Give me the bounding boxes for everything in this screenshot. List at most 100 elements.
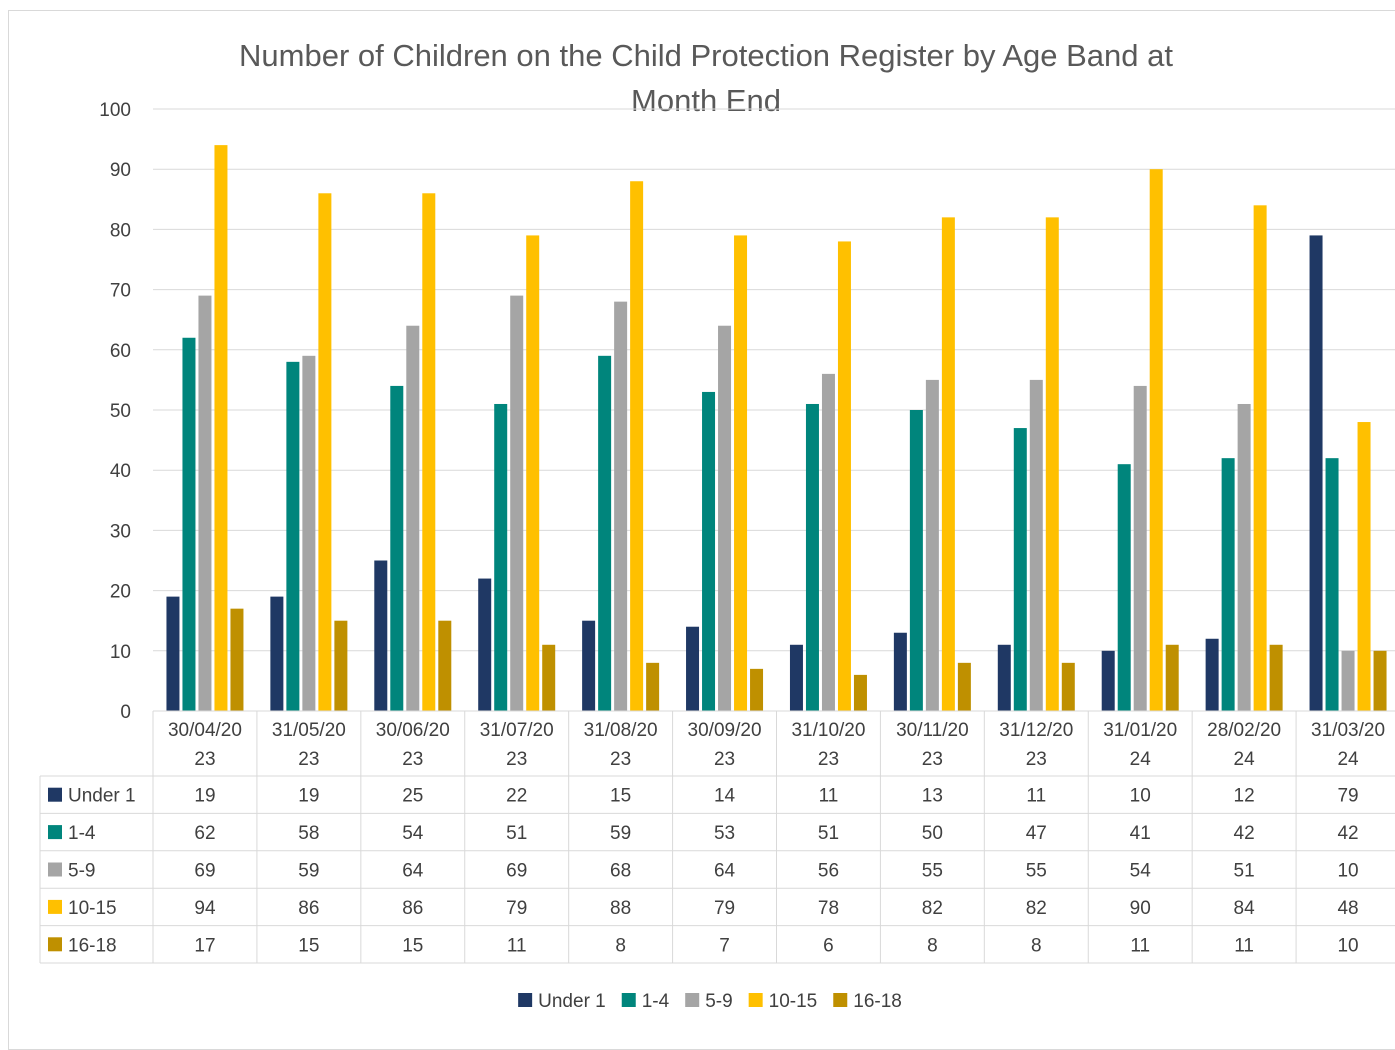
bar-10-15 xyxy=(1357,422,1371,711)
bar-16-18 xyxy=(230,608,244,711)
legend-label: 5-9 xyxy=(705,991,732,1012)
y-tick-label: 40 xyxy=(110,461,131,482)
table-cell-value: 50 xyxy=(922,823,943,844)
legend-swatch xyxy=(748,993,763,1007)
table-cell-value: 10 xyxy=(1337,935,1358,956)
bar-1-4 xyxy=(182,337,196,711)
table-cell-value: 90 xyxy=(1130,898,1151,919)
table-cell-value: 48 xyxy=(1337,898,1358,919)
x-category-label: 31/01/20 xyxy=(1103,720,1177,741)
table-cell-value: 42 xyxy=(1234,823,1255,844)
bar-5-9 xyxy=(302,355,316,711)
legend-swatch xyxy=(833,993,848,1007)
bar-under-1 xyxy=(686,626,700,711)
bar-under-1 xyxy=(1101,650,1115,711)
x-category-label: 23 xyxy=(298,749,319,770)
bar-5-9 xyxy=(406,325,420,711)
table-cell-value: 82 xyxy=(922,898,943,919)
bar-16-18 xyxy=(1165,644,1179,711)
table-cell-value: 69 xyxy=(506,861,527,882)
legend-label: 10-15 xyxy=(769,991,818,1012)
x-category-label: 31/03/20 xyxy=(1311,720,1385,741)
data-table: 30/04/20 23 31/05/20 23 30/06/20 23 31/07/20 23… xyxy=(39,710,1395,964)
chart-title-line-2: Month End xyxy=(631,83,781,118)
legend-swatch xyxy=(621,993,636,1007)
table-cell-value: 41 xyxy=(1130,823,1151,844)
bar-16-18 xyxy=(1269,644,1283,711)
table-cell-value: 8 xyxy=(927,935,938,956)
bar-under-1 xyxy=(478,578,492,711)
y-tick-label: 10 xyxy=(110,642,131,663)
table-cell-value: 79 xyxy=(506,898,527,919)
table-cell-value: 14 xyxy=(714,786,736,807)
bar-10-15 xyxy=(1253,205,1267,711)
table-cell-value: 51 xyxy=(506,823,527,844)
bar-5-9 xyxy=(1029,379,1043,711)
table-cell-value: 19 xyxy=(298,786,319,807)
bar-10-15 xyxy=(1149,169,1163,711)
bar-1-4 xyxy=(1013,428,1027,711)
bar-5-9 xyxy=(510,295,524,711)
table-series-key xyxy=(48,899,62,914)
y-tick-label: 0 xyxy=(120,702,131,723)
table-cell-value: 53 xyxy=(714,823,735,844)
table-cell-value: 19 xyxy=(194,786,215,807)
table-cell-value: 15 xyxy=(402,935,423,956)
x-category-label: 24 xyxy=(1337,749,1359,770)
bar-5-9 xyxy=(821,373,835,711)
bar-1-4 xyxy=(805,403,819,711)
y-tick-label: 60 xyxy=(110,341,131,362)
x-category-label: 23 xyxy=(402,749,423,770)
x-category-label: 31/12/20 xyxy=(999,720,1073,741)
bar-10-15 xyxy=(941,217,955,712)
table-cell-value: 94 xyxy=(194,898,216,919)
legend-swatch xyxy=(518,993,533,1007)
x-category-label: 23 xyxy=(194,749,215,770)
chart-title-line-1: Number of Children on the Child Protecti… xyxy=(239,38,1173,73)
y-tick-label: 30 xyxy=(110,521,131,542)
table-cell-value: 82 xyxy=(1026,898,1047,919)
bar-10-15 xyxy=(318,193,332,711)
bar-10-15 xyxy=(214,145,228,711)
bar-5-9 xyxy=(925,379,939,711)
table-cell-value: 64 xyxy=(402,861,424,882)
table-cell-value: 55 xyxy=(1026,861,1047,882)
bar-10-15 xyxy=(734,235,748,712)
table-cell-value: 11 xyxy=(507,935,527,956)
bar-under-1 xyxy=(789,644,803,711)
table-cell-value: 51 xyxy=(1234,861,1255,882)
legend-swatch xyxy=(685,993,700,1007)
x-category-label: 28/02/20 xyxy=(1207,720,1281,741)
table-cell-value: 11 xyxy=(1130,935,1150,956)
bar-16-18 xyxy=(542,644,556,711)
legend-label: 16-18 xyxy=(853,991,902,1012)
x-category-label: 23 xyxy=(714,749,735,770)
table-cell-value: 64 xyxy=(714,861,736,882)
bar-10-15 xyxy=(630,181,644,712)
table-cell-value: 78 xyxy=(818,898,839,919)
x-category-label: 30/09/20 xyxy=(688,720,762,741)
bar-under-1 xyxy=(582,620,596,711)
table-cell-value: 10 xyxy=(1337,861,1358,882)
bars xyxy=(166,145,1387,712)
bar-under-1 xyxy=(270,596,284,711)
bar-5-9 xyxy=(1237,403,1251,711)
table-series-label: 1-4 xyxy=(68,823,96,844)
table-cell-value: 7 xyxy=(719,935,730,956)
table-cell-value: 11 xyxy=(819,786,839,807)
table-cell-value: 88 xyxy=(610,898,631,919)
table-cell-value: 42 xyxy=(1337,823,1358,844)
table-cell-value: 54 xyxy=(1130,861,1152,882)
bar-5-9 xyxy=(718,325,732,711)
bar-1-4 xyxy=(390,385,404,711)
bar-5-9 xyxy=(614,301,628,711)
table-series-label: 10-15 xyxy=(68,898,117,919)
bar-1-4 xyxy=(286,361,300,711)
bar-16-18 xyxy=(438,620,452,711)
table-cell-value: 22 xyxy=(506,786,527,807)
x-category-label: 23 xyxy=(610,749,631,770)
table-cell-value: 62 xyxy=(194,823,215,844)
bar-16-18 xyxy=(853,674,867,711)
table-cell-value: 55 xyxy=(922,861,943,882)
